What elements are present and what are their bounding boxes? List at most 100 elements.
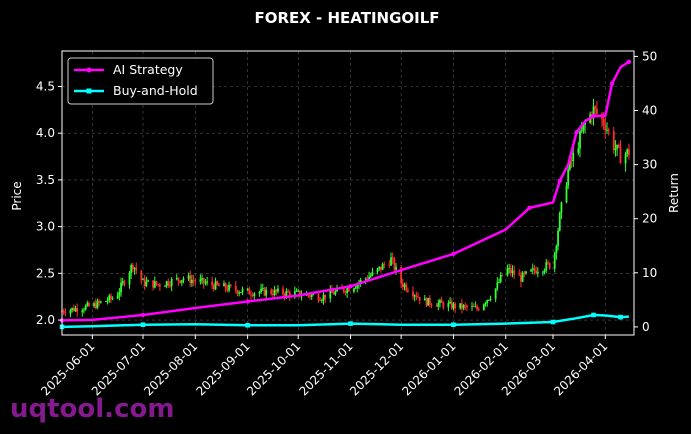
candle-body xyxy=(617,144,620,148)
candle-body xyxy=(74,308,77,311)
x-tick-label: 2025-10-01 xyxy=(244,339,303,398)
candle-body xyxy=(312,294,315,296)
candle-body xyxy=(331,289,333,293)
x-tick-label: 2025-12-01 xyxy=(347,339,406,398)
candle-body xyxy=(418,296,421,301)
legend-label-ai-strategy: AI Strategy xyxy=(113,62,183,77)
candle-body xyxy=(201,278,203,280)
candle-body xyxy=(69,310,72,314)
candle-body xyxy=(406,290,409,292)
candle-body xyxy=(381,264,384,270)
candle-body xyxy=(499,274,502,283)
candle-body xyxy=(595,108,598,114)
candle-body xyxy=(582,124,585,131)
candle-body xyxy=(319,300,322,302)
y-right-tick-label: 10 xyxy=(642,266,657,280)
candle-body xyxy=(153,281,156,288)
x-tick-label: 2025-07-01 xyxy=(89,339,148,398)
candle-body xyxy=(614,148,617,151)
candle-body xyxy=(248,288,251,295)
candle-body xyxy=(447,303,450,308)
candle-body xyxy=(592,106,595,119)
candle-body xyxy=(128,273,131,285)
candle-body xyxy=(604,125,607,131)
candle-body xyxy=(530,269,532,272)
candle-body xyxy=(212,285,215,290)
candle-body xyxy=(180,280,183,283)
plot-frame xyxy=(61,50,635,336)
candle-body xyxy=(216,281,219,285)
candle-body xyxy=(536,272,539,274)
buy-and-hold-point xyxy=(618,314,623,320)
candle-body xyxy=(88,302,90,307)
candle-body xyxy=(120,282,122,293)
candle-body xyxy=(616,144,619,149)
buy-and-hold-point xyxy=(591,312,596,318)
watermark: uqtool.com xyxy=(10,394,174,424)
candle-body xyxy=(439,300,441,304)
candle-body xyxy=(509,268,512,274)
candle-body xyxy=(391,257,394,259)
candle-body xyxy=(110,295,112,299)
candle-body xyxy=(511,270,514,274)
candle-body xyxy=(142,279,144,280)
candle-body xyxy=(520,275,522,282)
candle-body xyxy=(140,270,143,280)
candle-body xyxy=(152,280,155,288)
candle-body xyxy=(277,288,279,292)
candle-body xyxy=(86,302,89,306)
candle-body xyxy=(498,282,500,283)
return-series xyxy=(59,59,632,330)
candle-body xyxy=(624,154,627,164)
candle-body xyxy=(199,279,202,282)
chart-title: FOREX - HEATINGOILF xyxy=(254,9,439,27)
candle-body xyxy=(533,268,536,271)
candle-body xyxy=(111,298,114,300)
candle-body xyxy=(228,284,230,291)
candle-body xyxy=(310,294,313,297)
candle-body xyxy=(187,275,190,279)
candle-body xyxy=(513,270,516,275)
candle-body xyxy=(106,300,109,302)
candle-body xyxy=(226,288,229,291)
candle-body xyxy=(204,282,207,284)
candle-body xyxy=(246,288,249,290)
y-axis-left: 2.0 2.5 3.0 3.5 4.0 4.5 xyxy=(36,80,62,327)
candle-body xyxy=(482,304,485,310)
candle-body xyxy=(251,295,254,297)
candle-body xyxy=(116,295,119,299)
candle-body xyxy=(250,294,252,296)
candle-body xyxy=(535,270,538,274)
candle-body xyxy=(191,280,193,284)
candle-body xyxy=(206,281,209,283)
candle-body xyxy=(376,268,379,272)
candle-body xyxy=(560,202,563,213)
candle-body xyxy=(557,230,559,246)
candle-body xyxy=(322,294,325,301)
candle-body xyxy=(430,304,433,306)
candle-body xyxy=(579,131,581,149)
candle-body xyxy=(459,303,462,309)
legend-marker-buy-and-hold xyxy=(86,88,92,94)
candle-body xyxy=(133,267,136,269)
y-left-tick-label: 4.0 xyxy=(36,126,55,140)
candle-body xyxy=(476,306,478,310)
candle-body xyxy=(329,289,332,299)
candle-body xyxy=(84,305,87,310)
candle-body xyxy=(261,288,264,289)
candle-body xyxy=(285,290,288,297)
candle-body xyxy=(580,130,583,132)
candle-body xyxy=(584,122,586,125)
candle-body xyxy=(288,292,291,297)
candle-body xyxy=(241,288,244,293)
candle-body xyxy=(626,149,629,155)
candle-body xyxy=(275,289,278,292)
candle-body xyxy=(297,290,300,292)
candle-body xyxy=(570,160,573,162)
candle-body xyxy=(496,282,499,289)
candle-body xyxy=(567,169,570,186)
y-axis-left-label: Price xyxy=(10,181,24,210)
candle-body xyxy=(401,283,404,287)
candle-body xyxy=(270,290,273,294)
candle-body xyxy=(405,284,408,291)
